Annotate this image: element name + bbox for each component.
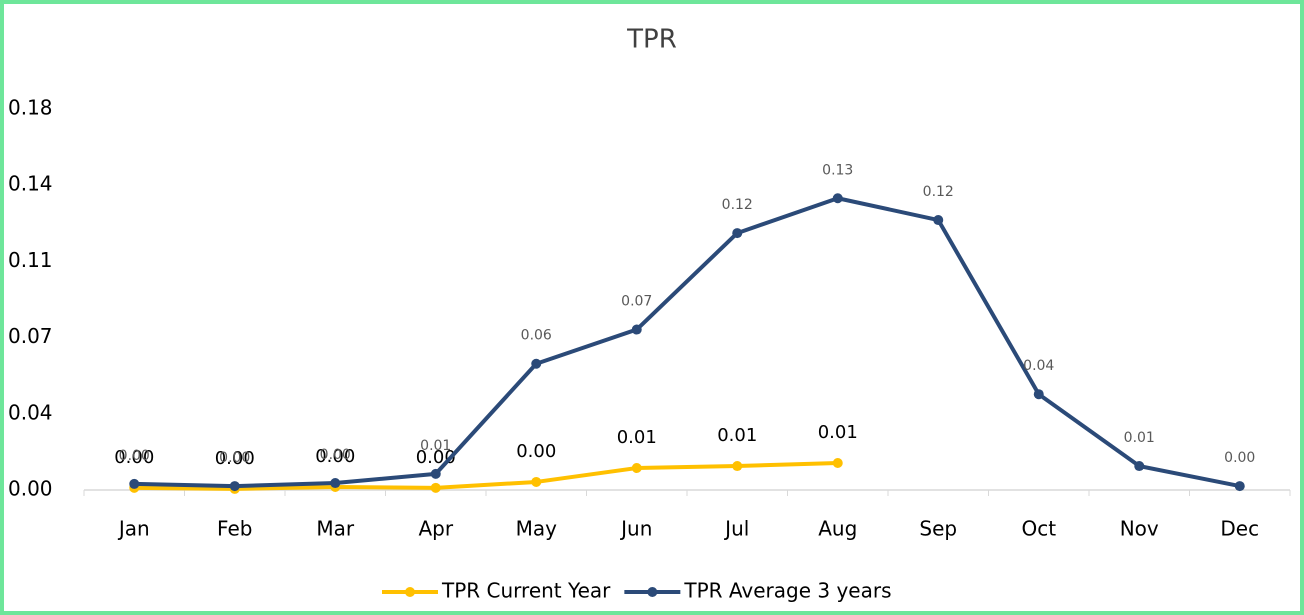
- legend-label: TPR Average 3 years: [683, 579, 891, 603]
- data-label: 0.12: [722, 197, 753, 213]
- data-point: [732, 228, 743, 239]
- series-line: [134, 461, 838, 491]
- data-point: [229, 481, 240, 492]
- x-tick-label: Jan: [117, 517, 150, 541]
- data-label: 0.00: [114, 447, 154, 468]
- x-tick-label: Oct: [1021, 517, 1056, 541]
- data-point: [531, 476, 542, 487]
- data-label: 0.07: [621, 294, 652, 310]
- x-tick-label: Dec: [1220, 517, 1259, 541]
- data-label: 0.13: [822, 162, 853, 178]
- y-tick-label: 0.11: [8, 248, 53, 272]
- x-tick-label: Mar: [316, 517, 355, 541]
- data-label: 0.00: [215, 448, 255, 469]
- x-tick-label: Jun: [619, 517, 652, 541]
- data-point: [631, 324, 642, 335]
- y-tick-label: 0.00: [8, 477, 53, 501]
- x-tick-label: Sep: [919, 517, 957, 541]
- y-tick-label: 0.04: [8, 400, 53, 424]
- data-label: 0.01: [818, 422, 858, 443]
- data-point: [1033, 389, 1044, 400]
- data-label: 0.04: [1023, 358, 1054, 374]
- data-label: 0.01: [717, 425, 757, 446]
- data-label: 0.00: [219, 450, 250, 466]
- x-tick-label: Aug: [818, 517, 857, 541]
- data-label: 0.01: [1124, 430, 1155, 446]
- x-tick-label: May: [516, 517, 558, 541]
- data-label: 0.01: [420, 438, 451, 454]
- y-tick-label: 0.14: [8, 172, 53, 196]
- data-point: [1234, 481, 1245, 492]
- legend-label: TPR Current Year: [441, 579, 611, 603]
- x-tick-label: Apr: [418, 517, 453, 541]
- x-tick-label: Feb: [217, 517, 252, 541]
- y-tick-label: 0.07: [8, 324, 53, 348]
- data-label: 0.01: [617, 427, 657, 448]
- data-point: [832, 458, 843, 469]
- legend-marker: [405, 587, 415, 597]
- data-point: [933, 215, 944, 226]
- x-tick-label: Jul: [723, 517, 749, 541]
- data-point: [631, 463, 642, 474]
- data-point: [430, 468, 441, 479]
- data-label: 0.12: [923, 184, 954, 200]
- y-tick-label: 0.18: [8, 96, 53, 120]
- data-label: 0.06: [521, 328, 552, 344]
- data-label: 0.00: [119, 448, 150, 464]
- data-point: [330, 478, 341, 489]
- x-tick-label: Nov: [1120, 517, 1159, 541]
- data-label: 0.00: [1224, 450, 1255, 466]
- data-label: 0.00: [516, 441, 556, 462]
- series-line: [134, 196, 1241, 489]
- data-point: [129, 478, 140, 489]
- data-point: [430, 482, 441, 493]
- data-label: 0.00: [320, 447, 351, 463]
- data-point: [1134, 461, 1145, 472]
- chart-title: TPR: [626, 25, 677, 55]
- data-label: 0.00: [315, 446, 355, 467]
- legend-marker: [647, 587, 658, 597]
- data-point: [531, 358, 542, 369]
- data-point: [832, 193, 843, 204]
- data-point: [732, 461, 743, 472]
